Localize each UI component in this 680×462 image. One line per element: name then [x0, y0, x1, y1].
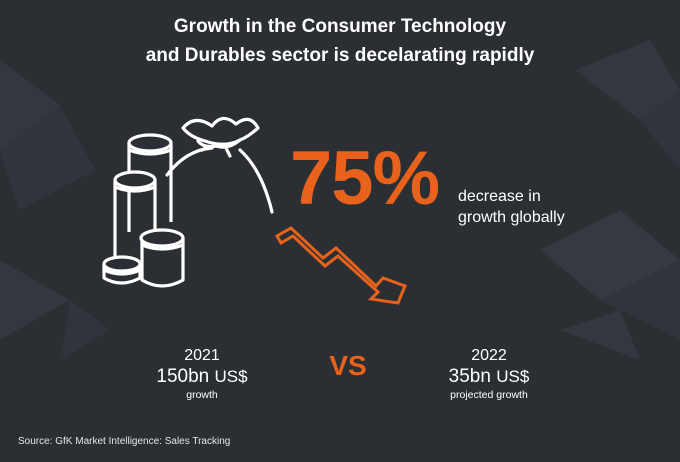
decline-description-line-2: growth globally	[458, 209, 565, 226]
headline-line-1: Growth in the Consumer Technology	[173, 16, 507, 37]
headline: Growth in the Consumer Technology and Du…	[0, 12, 680, 70]
stat-amount: 35bn	[448, 366, 491, 387]
source-note: Source: GfK Market Intelligence: Sales T…	[18, 436, 231, 447]
down-trend-arrow-icon	[274, 226, 407, 305]
versus-label: VS	[329, 350, 367, 381]
stat-2021: 2021 150bn US$ growth	[127, 346, 277, 402]
stat-year: 2022	[471, 347, 507, 364]
headline-line-2: and Durables sector is decelarating rapi…	[145, 45, 535, 66]
stat-note: projected growth	[450, 389, 528, 401]
stat-amount: 150bn	[156, 366, 210, 387]
money-bag-icon	[165, 116, 274, 214]
coin-stack-icon	[102, 133, 185, 288]
decline-description: decrease in growth globally	[458, 186, 565, 228]
stat-currency: US$	[214, 367, 248, 386]
decline-description-line-1: decrease in	[458, 188, 541, 205]
stat-currency: US$	[496, 367, 530, 386]
stat-year: 2021	[184, 347, 220, 364]
stat-note: growth	[186, 389, 218, 401]
stat-2022: 2022 35bn US$ projected growth	[414, 346, 564, 402]
stat-value: 35bn US$	[414, 366, 564, 388]
stat-value: 150bn US$	[127, 366, 277, 388]
decline-percentage: 75%	[290, 136, 440, 221]
